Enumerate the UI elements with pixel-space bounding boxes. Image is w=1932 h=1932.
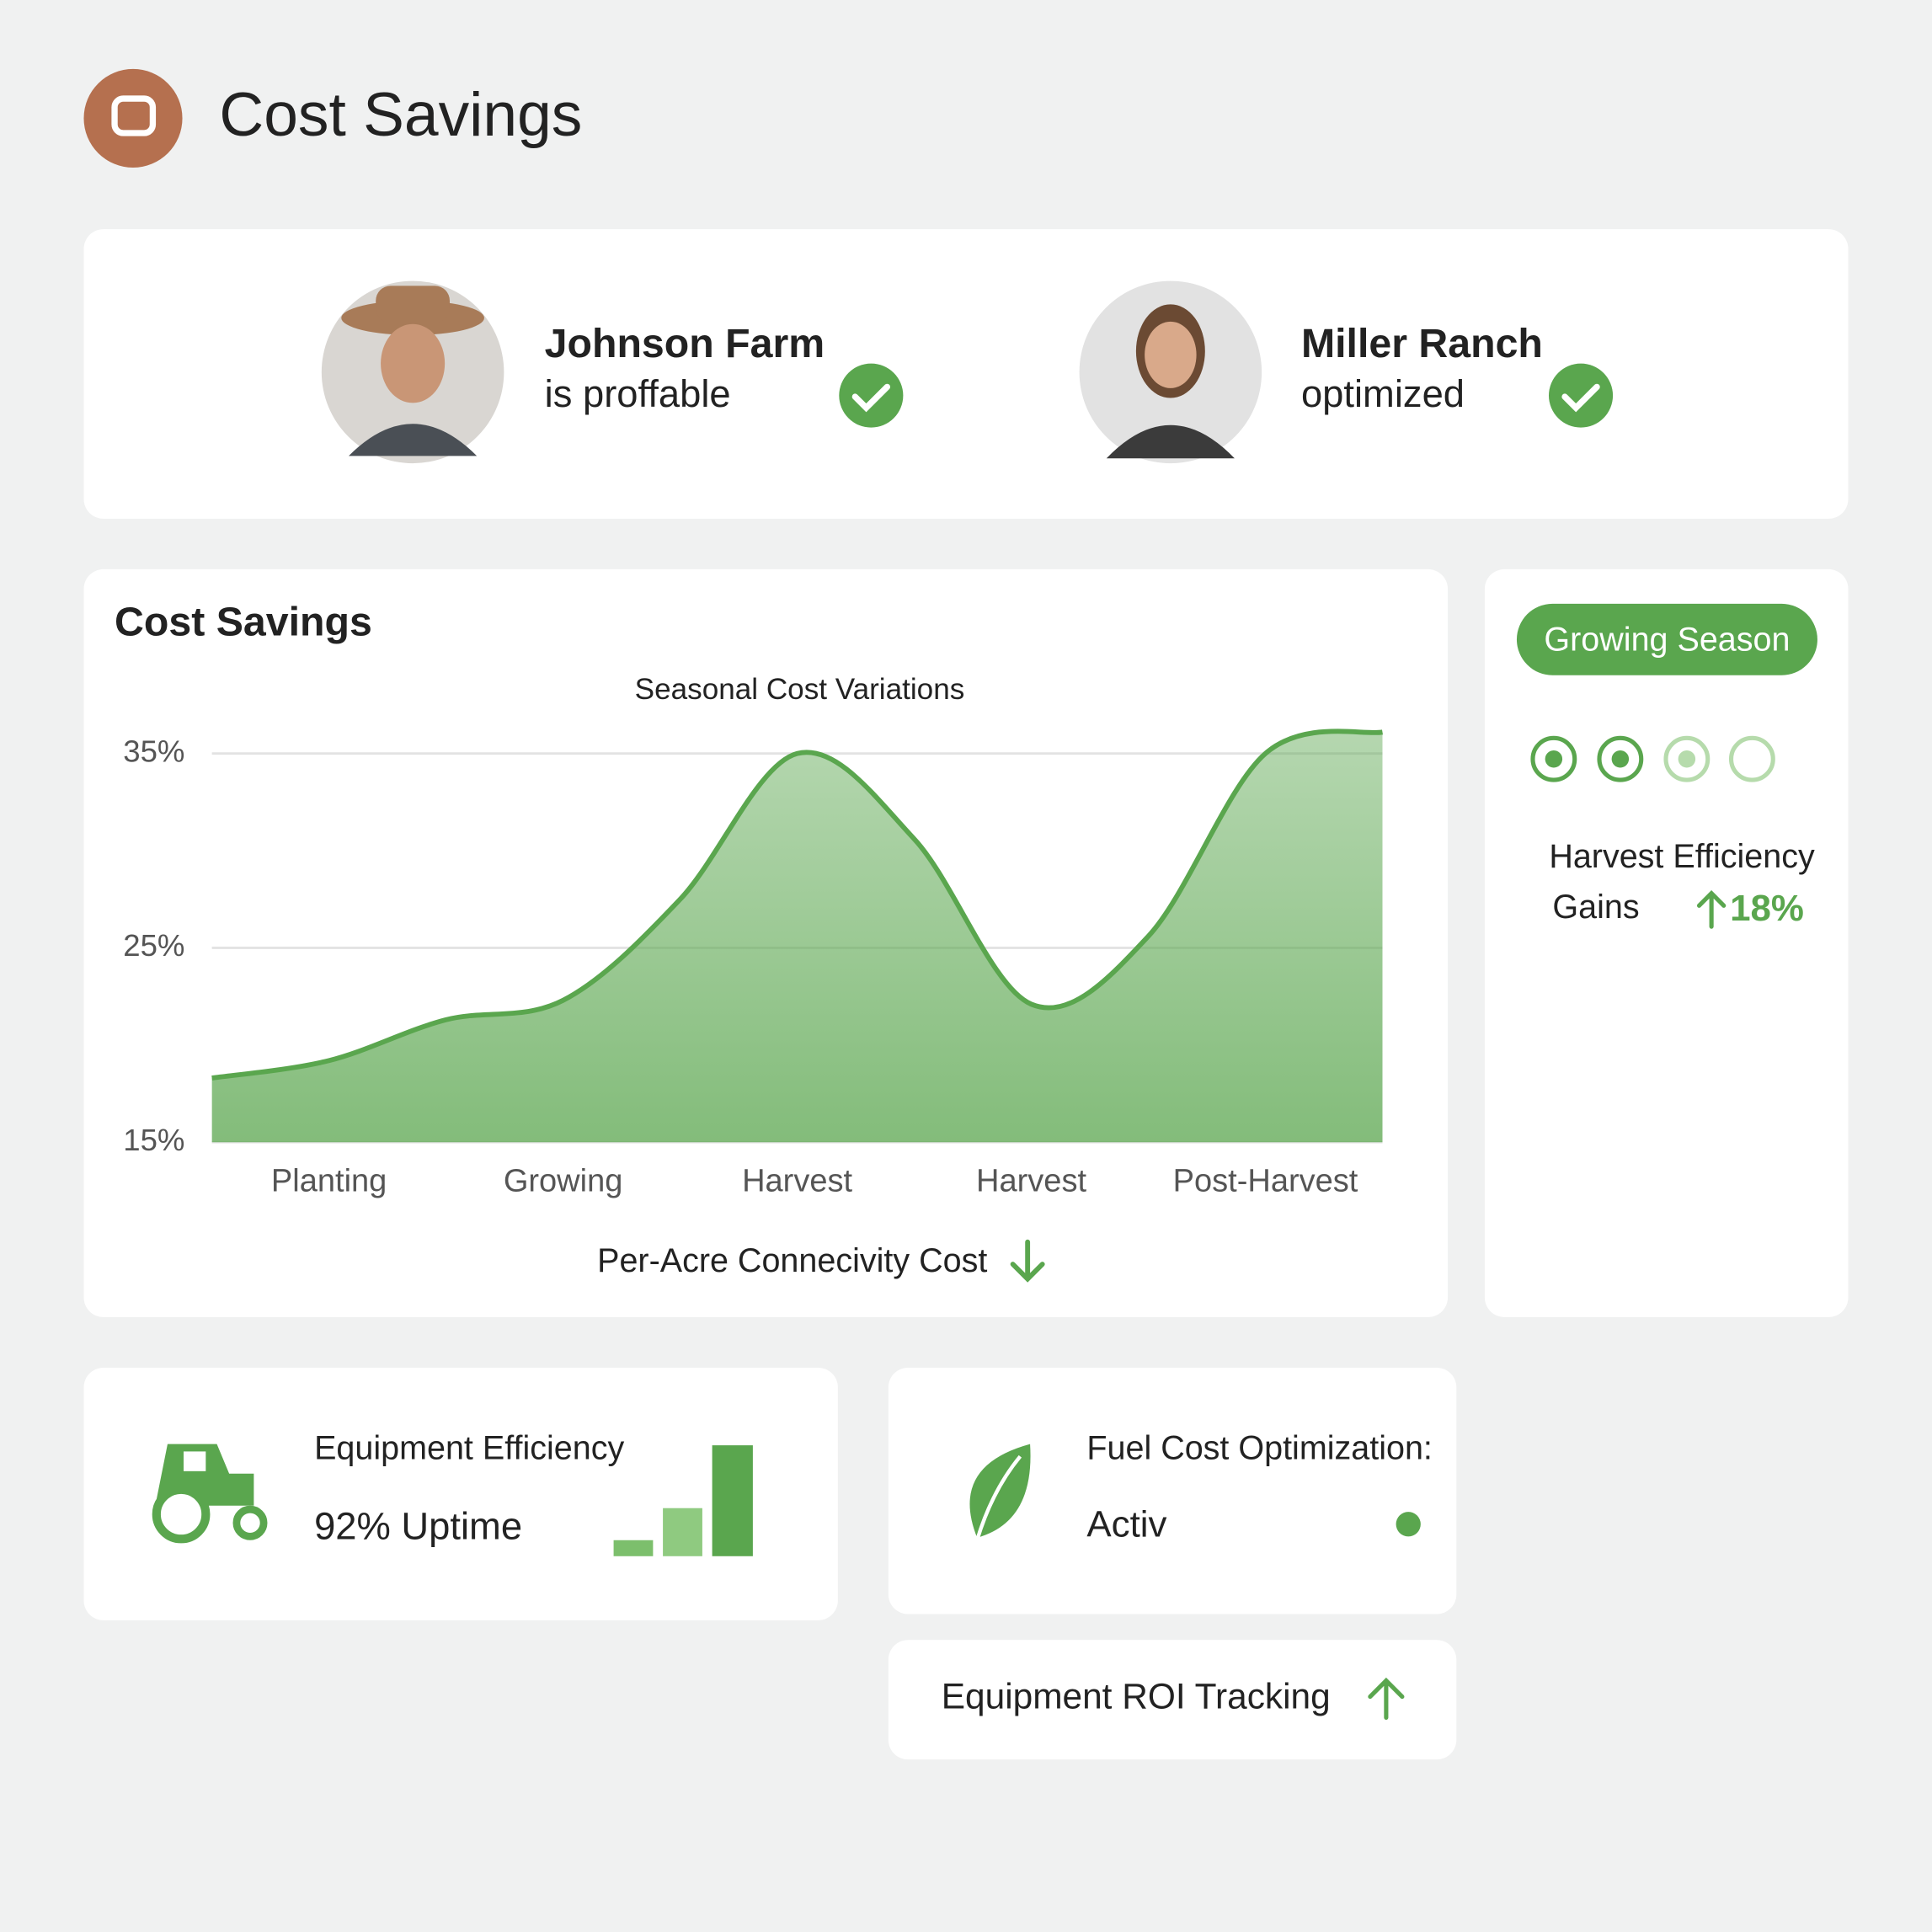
check-icon [851, 383, 891, 413]
profiles-card [83, 229, 1849, 519]
area [211, 731, 1383, 1143]
x-tick-label: Harvest [742, 1164, 852, 1199]
step-dot [1545, 750, 1563, 768]
chart: 15% 25% 35% Planting Growing Harvest Harvest Po… [123, 729, 1384, 1199]
profile-status: is proffable [545, 372, 731, 415]
season-badge[interactable] [1516, 603, 1817, 675]
roi-card[interactable] [888, 1640, 1457, 1760]
face [381, 323, 446, 403]
avatar [1079, 280, 1262, 464]
face [1145, 321, 1197, 388]
profile-name: Johnson Farm [545, 321, 825, 366]
card-title: Equipment Efficiency [314, 1429, 624, 1466]
card-title: Equipment ROI Tracking [942, 1677, 1331, 1716]
step[interactable] [1530, 735, 1577, 782]
line [211, 729, 1384, 1081]
profile-status: optimized [1301, 372, 1465, 415]
tractor-wheel [232, 1505, 268, 1540]
metric-title: Harvest Efficiency [1549, 838, 1815, 875]
metric-label: Gains [1552, 889, 1639, 926]
x-tick-label: Harvest [976, 1164, 1086, 1199]
profile-name: Miller Ranch [1301, 321, 1543, 366]
page-title: Cost Savings [219, 80, 582, 149]
x-tick-label: Post-Harvest [1173, 1164, 1358, 1199]
tractor-window [183, 1451, 206, 1471]
badge-label: Growing Season [1544, 622, 1790, 659]
tractor-icon [152, 1444, 268, 1544]
up-arrow [1696, 890, 1727, 929]
season-card [1484, 568, 1849, 1317]
up-arrow [1368, 1677, 1405, 1720]
y-tick-label: 15% [123, 1123, 184, 1157]
x-tick-label: Planting [271, 1164, 387, 1199]
chart-title: Seasonal Cost Variations [635, 673, 965, 706]
status-dot [1396, 1512, 1421, 1537]
step[interactable] [1728, 735, 1775, 782]
header-icon-glyph [111, 95, 157, 136]
mini-bar [712, 1445, 753, 1556]
card-value: 92% Uptime [314, 1505, 522, 1548]
card-title: Cost Savings [115, 599, 372, 644]
shirt [1106, 424, 1235, 459]
step-dot [1611, 750, 1630, 768]
hat-top [376, 286, 450, 323]
step[interactable] [1663, 735, 1711, 782]
tractor-wheel [152, 1485, 211, 1544]
chart-footer: Per-Acre Connecivity Cost [597, 1242, 987, 1279]
check-badge [839, 363, 904, 428]
leaf-vein [975, 1454, 1022, 1541]
fuel-card [888, 1367, 1457, 1614]
down-arrow [1010, 1239, 1045, 1283]
stepper [1530, 735, 1775, 782]
equipment-card [83, 1367, 838, 1620]
y-tick-label: 25% [123, 928, 184, 963]
step-dot [1678, 750, 1696, 768]
card-status: Activ [1086, 1503, 1166, 1545]
metric-value: 18% [1730, 888, 1804, 929]
y-tick-label: 35% [123, 734, 184, 768]
mini-bar [613, 1540, 654, 1556]
header-icon [83, 68, 183, 168]
card-title: Fuel Cost Optimization: [1086, 1429, 1433, 1466]
check-icon [1561, 383, 1600, 413]
x-tick-label: Growing [504, 1164, 623, 1199]
shirt [349, 424, 478, 456]
avatar [321, 280, 504, 464]
check-badge [1549, 363, 1614, 428]
mini-bar [663, 1508, 702, 1556]
step[interactable] [1597, 735, 1644, 782]
